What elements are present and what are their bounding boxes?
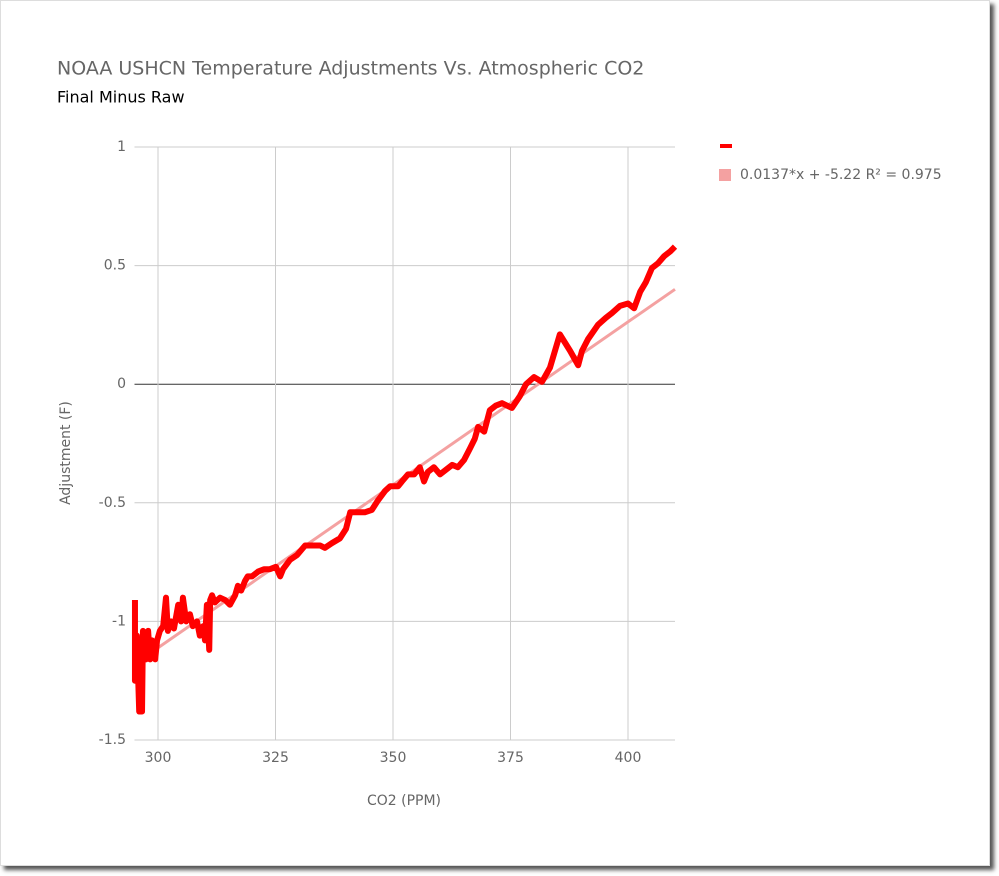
chart-title: NOAA USHCN Temperature Adjustments Vs. A… bbox=[57, 58, 644, 80]
x-axis-title: CO2 (PPM) bbox=[367, 793, 441, 809]
y-axis-title: Adjustment (F) bbox=[58, 401, 74, 505]
y-tick-label: 1 bbox=[117, 139, 126, 155]
y-tick-label: 0.5 bbox=[104, 258, 126, 274]
x-tick-label: 300 bbox=[145, 750, 172, 766]
legend-label: 0.0137*x + -5.22 R² = 0.975 bbox=[740, 167, 942, 183]
y-tick-label: -1.5 bbox=[99, 732, 126, 748]
y-tick-label: -1 bbox=[112, 613, 126, 629]
card bbox=[0, 0, 990, 866]
y-tick-label: -0.5 bbox=[99, 495, 126, 511]
x-tick-label: 375 bbox=[497, 750, 524, 766]
x-tick-label: 400 bbox=[615, 750, 642, 766]
legend-swatch bbox=[719, 169, 731, 181]
legend-swatch bbox=[720, 144, 732, 148]
y-tick-label: 0 bbox=[117, 376, 126, 392]
data-line bbox=[131, 244, 678, 715]
x-tick-label: 325 bbox=[262, 750, 289, 766]
chart-subtitle: Final Minus Raw bbox=[57, 88, 185, 107]
x-tick-label: 350 bbox=[380, 750, 407, 766]
